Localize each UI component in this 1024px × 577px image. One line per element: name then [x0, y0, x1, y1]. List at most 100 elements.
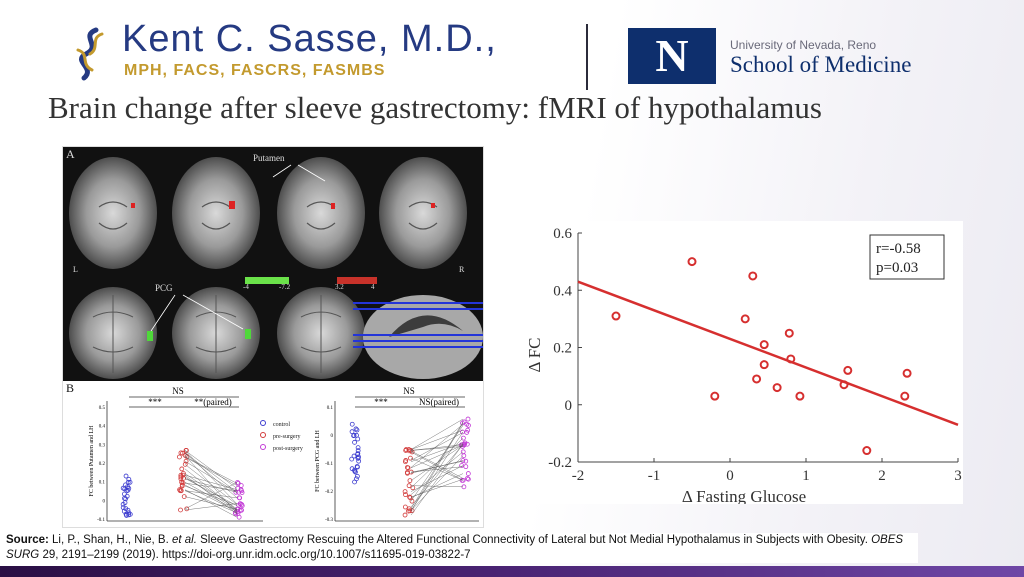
plot-dot [180, 480, 186, 486]
plot-dot [352, 468, 358, 474]
right-sig-label: *** [374, 397, 388, 407]
pair-line [410, 450, 464, 479]
plot-dot [355, 451, 361, 456]
plot-dot [460, 458, 466, 463]
plot-dot [402, 512, 408, 518]
plot-dot [461, 435, 466, 441]
plot-dot [183, 458, 189, 464]
stat-r: r=-0.58 [876, 241, 921, 257]
plot-dot [349, 429, 355, 435]
pair-line [184, 456, 238, 484]
unr-n-logo-icon: N [628, 28, 716, 84]
data-point [900, 391, 910, 401]
plot-dot [405, 465, 411, 471]
source-citation-details: 29, 2191–2199 (2019). https://doi-org.un… [42, 549, 471, 561]
green-scale-max: -7.2 [279, 283, 291, 291]
plot-dot [463, 464, 469, 470]
plot-dot [120, 501, 126, 507]
legend-post: post-surgery [273, 446, 303, 452]
y-axis-label: Δ FC [526, 337, 544, 372]
plot-dot [123, 506, 129, 512]
plot-dot [236, 495, 242, 501]
pair-line [184, 478, 238, 506]
pair-line [184, 482, 238, 491]
pair-line [410, 444, 464, 516]
tick-label: -0.1 [325, 462, 333, 467]
data-point [902, 368, 912, 378]
pair-line [184, 450, 238, 489]
left-ns-label: NS [172, 386, 184, 396]
plot-legend: control pre-surgery post-surgery [273, 419, 303, 455]
plot-dot [120, 505, 126, 510]
plot-dot [355, 445, 361, 451]
putamen-label: Putamen [253, 153, 285, 163]
panel-a-label: A [66, 147, 75, 161]
pair-line [184, 456, 238, 486]
tick-label: -0.2 [325, 490, 333, 495]
brain-slice [172, 157, 260, 269]
plot-dot [125, 479, 131, 485]
data-point [611, 311, 621, 321]
plot-dot [465, 416, 471, 422]
plot-dot [461, 453, 467, 459]
source-citation: Source: Li, P., Shan, H., Nie, B. et al.… [6, 533, 918, 563]
tick-label: 0 [103, 499, 106, 504]
plot-dot [460, 477, 466, 483]
tick-label: 0.1 [99, 481, 106, 486]
pair-line [184, 461, 238, 493]
plot-dot [349, 456, 355, 462]
plot-dot [356, 454, 361, 460]
pair-line [184, 482, 238, 511]
tick-label: 0.2 [99, 462, 106, 467]
plot-dot [353, 469, 358, 475]
plot-dot [465, 475, 470, 481]
pair-line [184, 453, 238, 498]
plot-dot [464, 430, 470, 435]
plot-dot [354, 427, 360, 433]
data-point [687, 257, 697, 267]
pair-line [410, 444, 464, 508]
pair-line [410, 431, 464, 511]
data-point [784, 328, 794, 338]
left-sig-label: *** [148, 397, 162, 407]
plot-dot [121, 491, 127, 497]
x-tick-label: -2 [572, 468, 585, 484]
plot-dot [235, 486, 241, 491]
plot-dot [184, 506, 190, 512]
pair-line [410, 418, 464, 450]
plot-dot [123, 473, 129, 479]
data-point [710, 391, 720, 401]
plot-dot [239, 490, 245, 495]
brain-images-panel: A Putamen PCG L R -4 -7.2 3.2 4 [63, 147, 483, 381]
plot-dot [463, 458, 469, 464]
pair-line [410, 455, 464, 511]
plot-dot [178, 474, 184, 480]
pair-line [410, 465, 464, 492]
data-point [759, 340, 769, 350]
plot-dot [403, 492, 408, 498]
plot-dot [181, 494, 187, 500]
plot-dot [127, 479, 133, 485]
source-article: Sleeve Gastrectomy Rescuing the Altered … [200, 534, 868, 546]
plot-dot [354, 476, 359, 482]
brain-sagittal [363, 295, 483, 379]
pair-line [410, 444, 464, 481]
plot-dot [406, 483, 412, 489]
plot-dot [410, 485, 416, 491]
plot-dot [239, 507, 244, 513]
left-paired-label: **(paired) [194, 397, 231, 407]
plot-dot [402, 504, 408, 510]
data-point [748, 271, 758, 281]
data-point [772, 383, 782, 393]
doctor-credentials: MPH, FACS, FASCRS, FASMBS [124, 62, 386, 79]
pair-line [184, 450, 238, 505]
footer-bar [0, 566, 1024, 577]
plot-dot [354, 473, 360, 479]
brain-slice [277, 157, 365, 269]
legend-pre: pre-surgery [273, 434, 301, 440]
plot-dot [126, 476, 132, 482]
unr-name: University of Nevada, Reno [730, 38, 877, 52]
plot-dot [178, 472, 184, 478]
plot-dot [407, 478, 413, 484]
plot-dot [349, 421, 355, 427]
